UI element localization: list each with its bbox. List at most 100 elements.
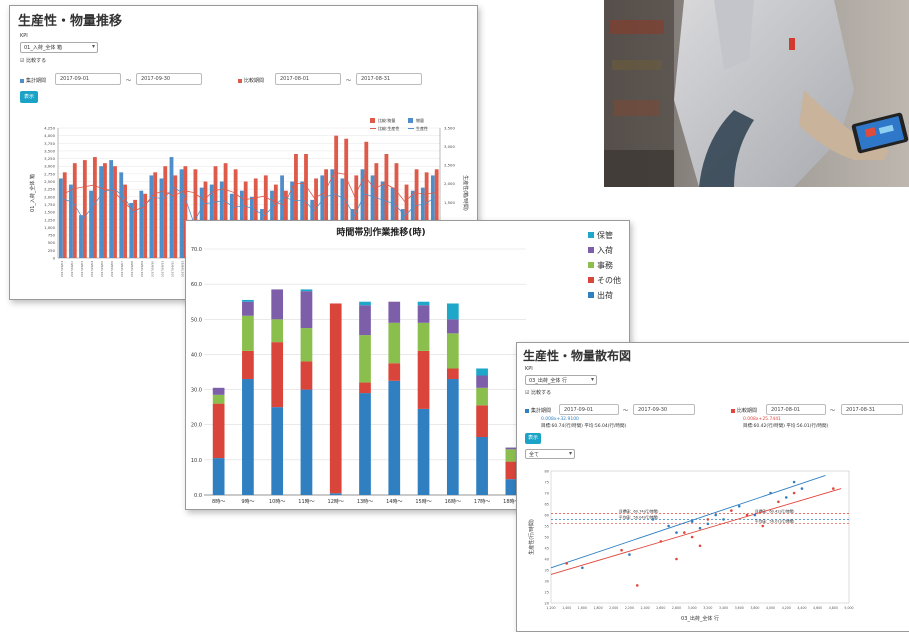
point-current bbox=[651, 518, 655, 521]
bar-compare bbox=[374, 163, 379, 258]
bar-compare bbox=[153, 172, 158, 258]
bar-compare bbox=[253, 178, 258, 258]
bar-segment-出荷 bbox=[476, 437, 488, 495]
page-title: 生産性・物量推移 bbox=[18, 14, 123, 29]
bar-current bbox=[219, 181, 224, 258]
y2-tick-label: 3,000 bbox=[444, 144, 455, 149]
bar-current bbox=[430, 175, 435, 258]
bar-segment-その他 bbox=[300, 361, 313, 390]
y-tick-label: 40.0 bbox=[191, 352, 202, 358]
x-tick-label: 2017/09/03 bbox=[80, 261, 84, 277]
x-tick-label: 2017/09/13 bbox=[180, 261, 184, 277]
compare-label-3: 比較する bbox=[531, 390, 552, 396]
plot-frame bbox=[550, 470, 850, 604]
period1-to-input[interactable]: 2017-09-30 bbox=[136, 73, 202, 85]
point-compare bbox=[706, 518, 710, 521]
point-compare bbox=[745, 513, 749, 517]
compare-checkbox[interactable]: ☑ 比較する bbox=[20, 58, 47, 64]
bar-compare bbox=[233, 169, 238, 258]
point-current bbox=[714, 513, 717, 517]
y-tick-label: 65 bbox=[545, 503, 549, 507]
show-button[interactable]: 表示 bbox=[20, 91, 38, 103]
period2-tilde-3: 〜 bbox=[830, 408, 836, 414]
bar-compare bbox=[103, 163, 107, 258]
y-tick-label: 1,000 bbox=[44, 225, 55, 230]
bar-current bbox=[79, 215, 83, 258]
x-tick-label: 13時〜 bbox=[357, 499, 373, 505]
x-tick-label: 2017/09/04 bbox=[90, 261, 94, 277]
bar-compare bbox=[203, 181, 208, 258]
bar-compare bbox=[364, 141, 369, 258]
filter-select[interactable]: 全て bbox=[525, 449, 575, 459]
compare-label: 比較する bbox=[26, 58, 47, 64]
legend-swatch bbox=[370, 118, 375, 123]
bar-segment-保管 bbox=[476, 368, 488, 376]
period1-from-input-3[interactable]: 2017-09-01 bbox=[559, 404, 619, 415]
period2-from-input-3[interactable]: 2017-08-01 bbox=[766, 404, 826, 415]
legend-label: その他 bbox=[597, 275, 621, 285]
period2-marker-3 bbox=[731, 408, 735, 413]
x-tick-label: 3,400 bbox=[719, 606, 728, 610]
x-axis-title: 03_出荷_全体 行 bbox=[681, 615, 719, 622]
avg-label-2: 平均値：56.01(行/時間) bbox=[755, 519, 795, 524]
bar-compare bbox=[304, 154, 308, 258]
bar-compare bbox=[294, 154, 298, 258]
bar-segment-事務 bbox=[242, 315, 254, 351]
period1-tilde: 〜 bbox=[126, 78, 132, 84]
period1-to-input-3[interactable]: 2017-09-30 bbox=[633, 404, 695, 415]
legend-swatch bbox=[408, 118, 413, 123]
bar-compare bbox=[82, 160, 87, 258]
bar-segment-保管 bbox=[417, 301, 430, 306]
bar-segment-事務 bbox=[476, 387, 488, 406]
legend-label: 出荷 bbox=[597, 290, 613, 300]
point-compare bbox=[683, 531, 686, 534]
point-compare bbox=[698, 544, 702, 548]
bar-current bbox=[340, 178, 345, 258]
bar-segment-保管 bbox=[446, 303, 459, 320]
period2-from-input[interactable]: 2017-08-01 bbox=[275, 73, 341, 85]
bar-segment-入荷 bbox=[388, 301, 401, 323]
legend-swatch bbox=[588, 262, 594, 268]
bar-segment-その他 bbox=[329, 303, 342, 494]
y-tick-label: 30.0 bbox=[191, 388, 202, 394]
x-tick-label: 2,800 bbox=[672, 606, 681, 610]
bar-segment-入荷 bbox=[300, 291, 313, 329]
bar-compare bbox=[434, 169, 439, 258]
bar-current bbox=[99, 166, 104, 258]
bar-current bbox=[370, 175, 375, 258]
period1-label-3: 集計期間 bbox=[525, 407, 551, 414]
kpi-select[interactable]: 01_入荷_全体 箱 bbox=[20, 42, 98, 53]
x-tick-label: 3,200 bbox=[703, 606, 712, 610]
bar-current bbox=[380, 181, 385, 258]
bar-segment-出荷 bbox=[300, 389, 313, 495]
scatter-panel: 生産性・物量散布図 KPI 03_出荷_全体 行 ☑ 比較する 集計期間 201… bbox=[516, 342, 909, 632]
period1-from-input[interactable]: 2017-09-01 bbox=[55, 73, 121, 85]
x-tick-label: 4,400 bbox=[797, 606, 806, 610]
y-tick-label: 1,500 bbox=[44, 210, 55, 215]
period2-to-input[interactable]: 2017-08-31 bbox=[356, 73, 422, 85]
bar-current bbox=[89, 190, 93, 258]
show-button-3[interactable]: 表示 bbox=[525, 433, 541, 444]
legend-swatch bbox=[588, 277, 594, 283]
bar-current bbox=[129, 202, 134, 258]
scatter-title: 生産性・物量散布図 bbox=[523, 349, 632, 363]
bar-segment-出荷 bbox=[212, 458, 225, 495]
legend-swatch bbox=[588, 292, 594, 298]
y-tick-label: 2,000 bbox=[44, 194, 55, 199]
period2-label-3: 比較期間 bbox=[731, 407, 757, 414]
bar-compare bbox=[92, 157, 97, 258]
kpi-select-3[interactable]: 03_出荷_全体 行 bbox=[525, 375, 597, 385]
point-current bbox=[769, 491, 772, 495]
point-compare bbox=[690, 535, 694, 539]
y-tick-label: 0.0 bbox=[194, 493, 202, 499]
x-tick-label: 17時〜 bbox=[474, 499, 490, 505]
kpi-label: KPI bbox=[20, 33, 28, 39]
period2-to-input-3[interactable]: 2017-08-31 bbox=[841, 404, 903, 415]
y-tick-label: 1,250 bbox=[44, 217, 55, 222]
x-tick-label: 18時〜 bbox=[503, 499, 519, 505]
point-current bbox=[737, 504, 741, 508]
bar-segment-入荷 bbox=[359, 305, 371, 336]
compare-checkbox-3[interactable]: ☑ 比較する bbox=[525, 390, 552, 396]
bar-current bbox=[330, 169, 335, 258]
bar-segment-事務 bbox=[300, 328, 313, 362]
